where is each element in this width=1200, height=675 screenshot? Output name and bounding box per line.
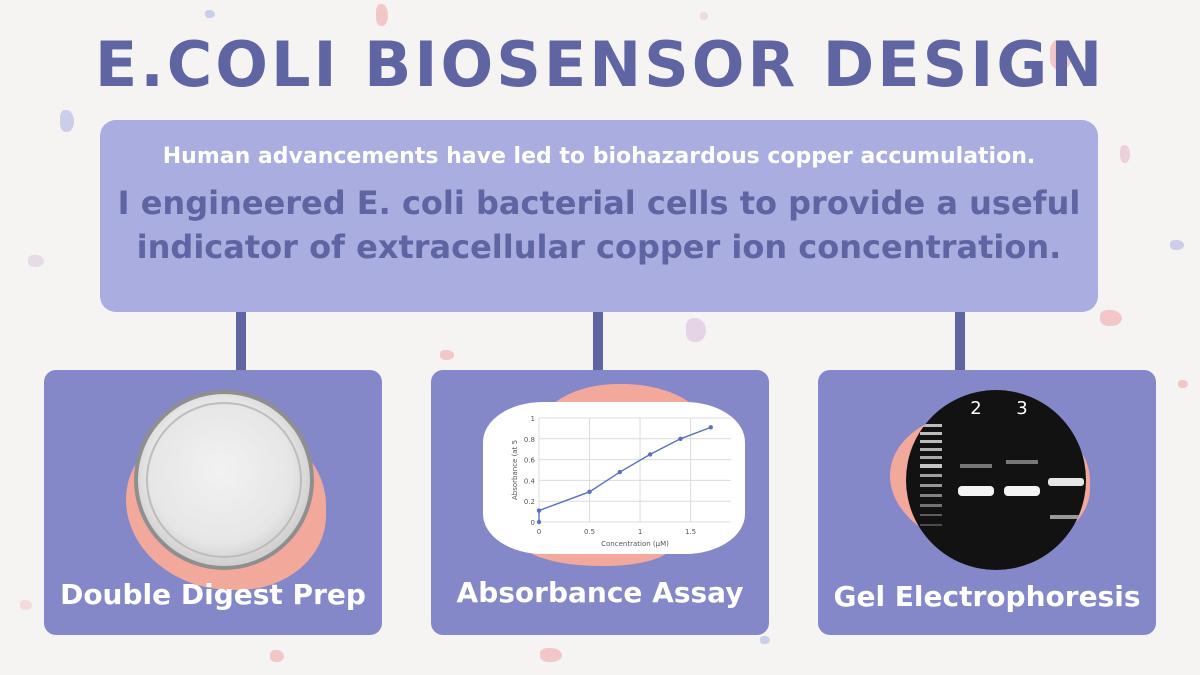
step-card-gel: 2 3 Gel Electrophoresis (818, 370, 1156, 635)
data-point (536, 519, 542, 525)
y-tick-label: 0.2 (524, 498, 535, 506)
data-point (678, 436, 683, 441)
gel-band (1006, 460, 1038, 464)
y-tick-label: 1 (531, 415, 535, 423)
card-label: Gel Electrophoresis (833, 580, 1141, 613)
card-label: Double Digest Prep (60, 578, 366, 611)
card-label: Absorbance Assay (456, 576, 744, 609)
connector-line (593, 312, 603, 370)
gel-band (1050, 515, 1080, 519)
gel-image-svg: 2 3 (920, 398, 1084, 526)
y-axis-label: Absorbance (at 5 (511, 440, 519, 500)
connector-line (236, 312, 246, 370)
summary-solution-text: I engineered E. coli bacterial cells to … (117, 184, 1081, 266)
confetti-speck (28, 255, 44, 267)
data-point (647, 452, 653, 457)
data-point (708, 425, 713, 430)
y-tick-label: 0.4 (524, 477, 536, 485)
confetti-speck (20, 600, 32, 610)
step-card-absorbance: 0 0.2 0.4 0.6 0.8 1 0 0.5 1 1.5 Concentration (μM)… (431, 370, 769, 635)
confetti-speck (760, 636, 770, 644)
absorbance-chart-svg: 0 0.2 0.4 0.6 0.8 1 0 0.5 1 1.5 Concentration (μM)… (511, 415, 731, 548)
confetti-speck (60, 110, 74, 132)
data-point (536, 508, 542, 513)
confetti-speck (376, 4, 388, 26)
gel-band (958, 486, 994, 496)
data-point (617, 469, 623, 475)
petri-dish-photo (134, 390, 314, 570)
y-tick-label: 0 (531, 519, 535, 527)
y-tick-label: 0.8 (524, 436, 535, 444)
confetti-speck (1120, 145, 1130, 163)
step-card-double-digest: Double Digest Prep (44, 370, 382, 635)
x-tick-label: 1 (638, 528, 642, 536)
series-line (538, 426, 712, 522)
data-point (587, 489, 592, 495)
page-title: E.COLI BIOSENSOR DESIGN (94, 28, 1106, 101)
x-axis-label: Concentration (μM) (601, 540, 669, 548)
petri-dish-rim (146, 402, 302, 558)
confetti-speck (1170, 240, 1184, 250)
gel-band (960, 464, 992, 468)
confetti-speck (1100, 310, 1122, 326)
connector-line (955, 312, 965, 370)
x-tick-label: 1.5 (685, 528, 696, 536)
y-tick-label: 0.6 (524, 457, 536, 465)
x-tick-label: 0.5 (584, 528, 595, 536)
confetti-speck (686, 318, 706, 342)
gel-band (1004, 486, 1040, 496)
summary-problem-text: Human advancements have led to biohazard… (162, 144, 1036, 169)
confetti-speck (205, 10, 215, 18)
confetti-speck (270, 650, 284, 662)
gel-photo: 2 3 (906, 390, 1086, 570)
confetti-speck (540, 648, 562, 662)
x-tick-label: 0 (537, 528, 541, 536)
summary-box: Human advancements have led to biohazard… (100, 120, 1098, 312)
gel-lane-label: 2 (970, 398, 981, 419)
gel-lane-label: 3 (1016, 398, 1027, 419)
confetti-speck (440, 350, 454, 360)
confetti-speck (700, 12, 708, 20)
confetti-speck (1178, 380, 1188, 388)
gel-ladder (920, 424, 942, 526)
absorbance-plot: 0 0.2 0.4 0.6 0.8 1 0 0.5 1 1.5 Concentration (μM)… (483, 402, 745, 554)
confetti-speck (1050, 40, 1072, 70)
gel-band (1048, 478, 1084, 486)
